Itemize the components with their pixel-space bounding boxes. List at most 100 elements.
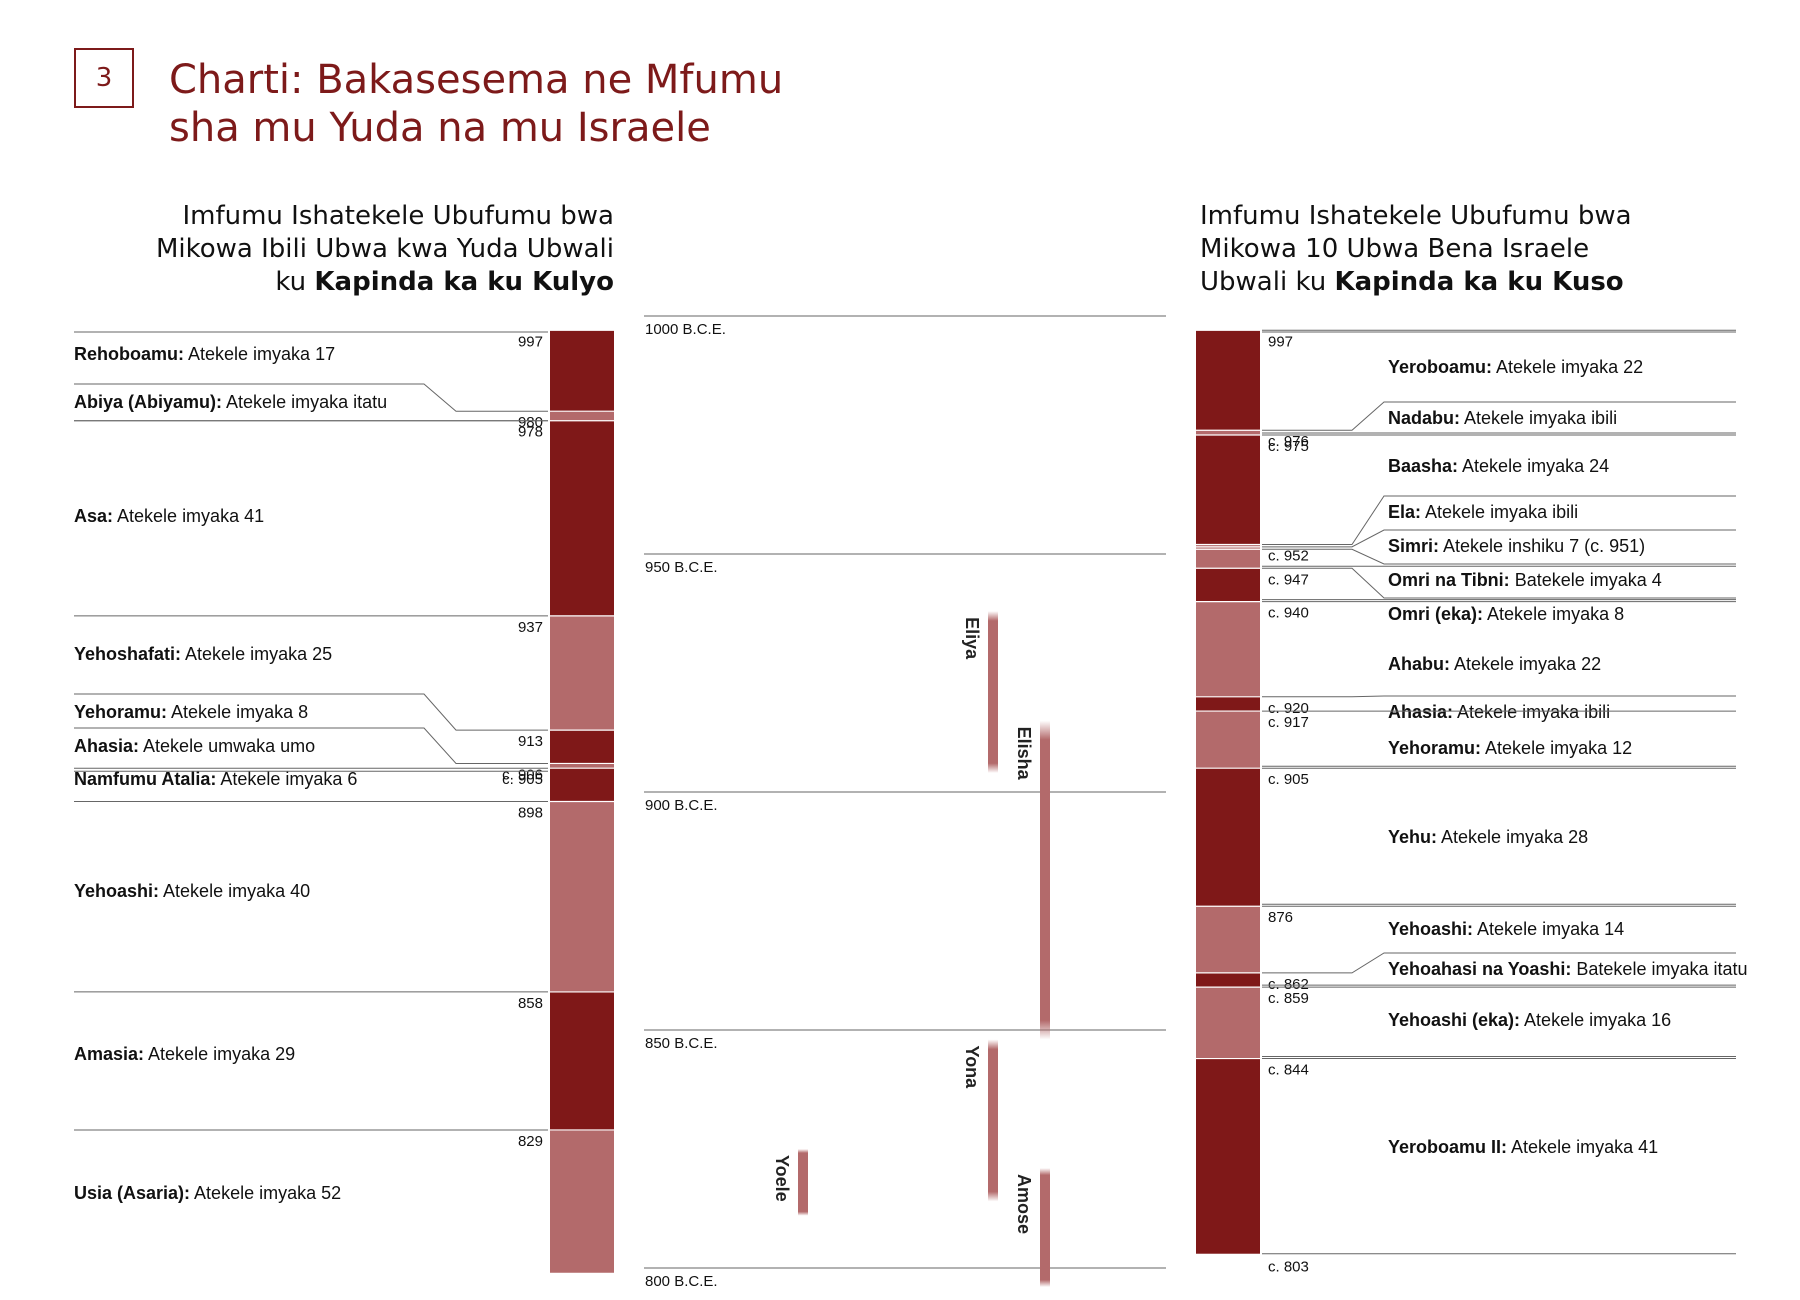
israel-connector-line — [1262, 529, 1736, 548]
israel-king-label: Ela: Atekele imyaka ibili — [1388, 502, 1578, 522]
judah-king-label-name: Asa: — [74, 506, 113, 526]
judah-start-date: 980 — [518, 414, 543, 431]
israel-king-label: Yeroboamu: Atekele imyaka 22 — [1388, 357, 1643, 377]
judah-heading-line-3: ku Kapinda ka ku Kulyo — [156, 266, 614, 299]
israel-start-date: c. 859 — [1268, 990, 1309, 1007]
judah-king-label-name: Rehoboamu: — [74, 344, 184, 364]
israel-start-date: c. 976 — [1268, 433, 1309, 450]
israel-king-label-name: Yehoahasi na Yoashi: — [1388, 959, 1571, 979]
israel-end-date: c. 803 — [1268, 1259, 1309, 1276]
israel-start-date: c. 975 — [1268, 438, 1309, 455]
prophet-label: Amose — [1014, 1174, 1034, 1234]
israel-reign-bar — [1196, 330, 1260, 431]
judah-heading-line-1: Imfumu Ishatekele Ubufumu bwa — [182, 201, 614, 231]
judah-column: 997 Rehoboamu: Atekele imyaka 17 980 Abiya … — [74, 329, 614, 1273]
israel-king-label: Ahabu: Atekele imyaka 22 — [1388, 654, 1601, 674]
judah-start-date: 937 — [518, 619, 543, 636]
israel-reign-bar — [1196, 972, 1260, 988]
judah-king-label-desc: Atekele imyaka 40 — [159, 881, 310, 901]
axis-tick-label: 850 B.C.E. — [645, 1035, 718, 1052]
israel-king-label: Baasha: Atekele imyaka 24 — [1388, 456, 1609, 476]
israel-start-date: 876 — [1268, 909, 1293, 926]
israel-king-label-name: Ela: — [1388, 502, 1421, 522]
judah-reign-bar — [550, 615, 614, 731]
axis-tick-label: 800 B.C.E. — [645, 1273, 718, 1290]
israel-heading-line-1: Imfumu Ishatekele Ubufumu bwa — [1200, 201, 1632, 231]
judah-start-date: 978 — [518, 424, 543, 441]
israel-king-label-name: Nadabu: — [1388, 408, 1460, 428]
judah-king-label-desc: Atekele umwaka umo — [139, 736, 315, 756]
judah-start-date: 858 — [518, 995, 543, 1012]
israel-king-label: Yehu: Atekele imyaka 28 — [1388, 827, 1588, 847]
judah-start-date: 997 — [518, 333, 543, 350]
judah-king-label-desc: Atekele imyaka 52 — [190, 1183, 341, 1203]
israel-king-label-name: Ahabu: — [1388, 654, 1450, 674]
israel-king-label: Omri (eka): Atekele imyaka 8 — [1388, 604, 1624, 624]
israel-king-label-name: Yehu: — [1388, 827, 1437, 847]
israel-heading-prefix: Ubwali ku — [1200, 267, 1335, 297]
israel-king-label-name: Simri: — [1388, 536, 1439, 556]
israel-king-label: Yehoramu: Atekele imyaka 12 — [1388, 738, 1632, 758]
judah-heading-line-2: Mikowa Ibili Ubwa kwa Yuda Ubwali — [155, 234, 614, 264]
israel-reign-bar — [1196, 906, 1260, 973]
israel-reign-bar — [1196, 568, 1260, 602]
judah-reign-bar — [550, 991, 614, 1130]
judah-heading-prefix: ku — [275, 267, 315, 297]
israel-reign-bar — [1196, 1058, 1260, 1254]
prophet-label: Eliya — [962, 617, 982, 660]
israel-king-label-desc: Atekele imyaka 12 — [1481, 738, 1632, 758]
prophet-label: Yona — [962, 1046, 982, 1090]
israel-reign-bar — [1196, 430, 1260, 435]
judah-heading: Imfumu Ishatekele Ubufumu bwa Mikowa Ibi… — [156, 200, 614, 299]
prophet-bar — [1040, 720, 1050, 1040]
judah-king-label: Amasia: Atekele imyaka 29 — [74, 1044, 295, 1064]
prophet-bar — [988, 611, 998, 773]
israel-reign-bar — [1196, 546, 1260, 550]
judah-start-date: c. 905 — [502, 771, 543, 788]
judah-king-label-name: Ahasia: — [74, 736, 139, 756]
israel-connector-line — [1262, 548, 1736, 565]
israel-start-date: c. 952 — [1268, 547, 1309, 564]
israel-king-label-desc: Atekele imyaka 41 — [1507, 1137, 1658, 1157]
israel-king-label: Yehoashi (eka): Atekele imyaka 16 — [1388, 1010, 1671, 1030]
israel-king-label-desc: Batekele imyaka itatu — [1571, 959, 1747, 979]
israel-king-label: Nadabu: Atekele imyaka ibili — [1388, 408, 1617, 428]
judah-start-date: c. 906 — [502, 766, 543, 783]
israel-king-label-name: Omri (eka): — [1388, 604, 1483, 624]
israel-column: 997 Yeroboamu: Atekele imyaka 22 c. 976 Nad… — [1196, 329, 1748, 1276]
judah-king-label-name: Amasia: — [74, 1044, 144, 1064]
israel-king-label-desc: Atekele imyaka 24 — [1458, 456, 1609, 476]
judah-king-label-name: Usia (Asaria): — [74, 1183, 190, 1203]
israel-king-label-name: Yehoramu: — [1388, 738, 1481, 758]
judah-start-date: 913 — [518, 733, 543, 750]
axis-tick-label: 900 B.C.E. — [645, 797, 718, 814]
prophet-bar — [1040, 1168, 1050, 1288]
israel-start-date: c. 844 — [1268, 1062, 1309, 1079]
judah-king-label: Rehoboamu: Atekele imyaka 17 — [74, 344, 335, 364]
judah-king-label-desc: Atekele imyaka 29 — [144, 1044, 295, 1064]
israel-king-label-desc: Batekele imyaka 4 — [1510, 570, 1662, 590]
israel-king-label: Yehoashi: Atekele imyaka 14 — [1388, 919, 1624, 939]
judah-king-label-name: Yehoshafati: — [74, 644, 181, 664]
judah-king-label: Yehoshafati: Atekele imyaka 25 — [74, 644, 332, 664]
judah-reign-bar — [550, 763, 614, 769]
judah-king-label: Yehoramu: Atekele imyaka 8 — [74, 702, 308, 722]
prophet-bar — [988, 1039, 998, 1202]
israel-heading: Imfumu Ishatekele Ubufumu bwa Mikowa 10 … — [1200, 200, 1632, 299]
israel-king-label-name: Yehoashi (eka): — [1388, 1010, 1520, 1030]
judah-start-date: 829 — [518, 1133, 543, 1150]
title-line-2: sha mu Yuda na mu Israele — [169, 105, 711, 151]
israel-king-label-name: Yeroboamu: — [1388, 357, 1492, 377]
israel-start-date: c. 940 — [1268, 605, 1309, 622]
israel-reign-bar — [1196, 544, 1260, 547]
prophet-bar — [798, 1149, 808, 1216]
judah-reign-bar — [550, 330, 614, 412]
israel-king-label-desc: Atekele imyaka 22 — [1450, 654, 1601, 674]
israel-connector-line — [1262, 495, 1736, 545]
prophets-column: Eliya Elisha Yona Amose Yoele — [772, 611, 1050, 1288]
israel-king-label-name: Omri na Tibni: — [1388, 570, 1510, 590]
israel-start-date: c. 905 — [1268, 771, 1309, 788]
judah-king-label: Usia (Asaria): Atekele imyaka 52 — [74, 1183, 341, 1203]
israel-king-label-desc: Atekele inshiku 7 (c. 951) — [1439, 536, 1645, 556]
judah-king-label-name: Yehoramu: — [74, 702, 167, 722]
